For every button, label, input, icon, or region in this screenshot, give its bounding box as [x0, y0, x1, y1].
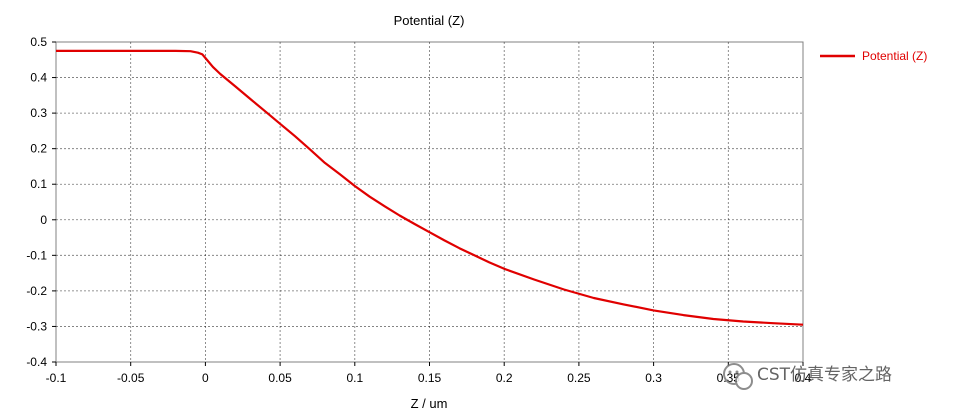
x-tick-label: 0.2 [496, 371, 513, 385]
x-tick-label: 0.1 [346, 371, 363, 385]
x-tick-label: 0 [202, 371, 209, 385]
legend: Potential (Z) [820, 49, 927, 63]
y-tick-label: 0.5 [30, 35, 47, 49]
y-tick-labels: 0.5 0.4 0.3 0.2 0.1 0 -0.1 -0.2 -0.3 -0.4 [26, 35, 47, 369]
watermark: CST仿真专家之路 [723, 363, 892, 390]
x-tick-label: 0.4 [795, 371, 812, 385]
x-tick-label: 0.3 [645, 371, 662, 385]
grid-lines [52, 41, 804, 366]
y-tick-label: -0.2 [26, 284, 47, 298]
y-tick-label: -0.4 [26, 355, 47, 369]
y-tick-label: 0.2 [30, 142, 47, 156]
series-line [56, 49, 804, 326]
y-tick-label: 0 [40, 213, 47, 227]
legend-label: Potential (Z) [862, 49, 927, 63]
y-tick-label: 0.4 [30, 71, 47, 85]
x-tick-label: -0.05 [117, 371, 145, 385]
x-tick-labels: -0.1 -0.05 0 0.05 0.1 0.15 0.2 0.25 0.3 0.35 0.4 [46, 371, 812, 385]
x-tick-label: -0.1 [46, 371, 67, 385]
y-tick-label: 0.1 [30, 177, 47, 191]
chart-title: Potential (Z) [394, 13, 465, 28]
x-tick-label: 0.25 [567, 371, 591, 385]
x-tick-label: 0.15 [418, 371, 442, 385]
x-tick-label: 0.05 [268, 371, 292, 385]
y-tick-label: -0.3 [26, 319, 47, 333]
watermark-text: CST仿真专家之路 [757, 365, 892, 385]
series-lines [56, 49, 804, 326]
y-tick-label: 0.3 [30, 106, 47, 120]
y-tick-label: -0.1 [26, 248, 47, 262]
x-axis-label: Z / um [411, 396, 448, 411]
wechat-icon [723, 363, 753, 390]
x-tick-label: 0.35 [717, 371, 741, 385]
